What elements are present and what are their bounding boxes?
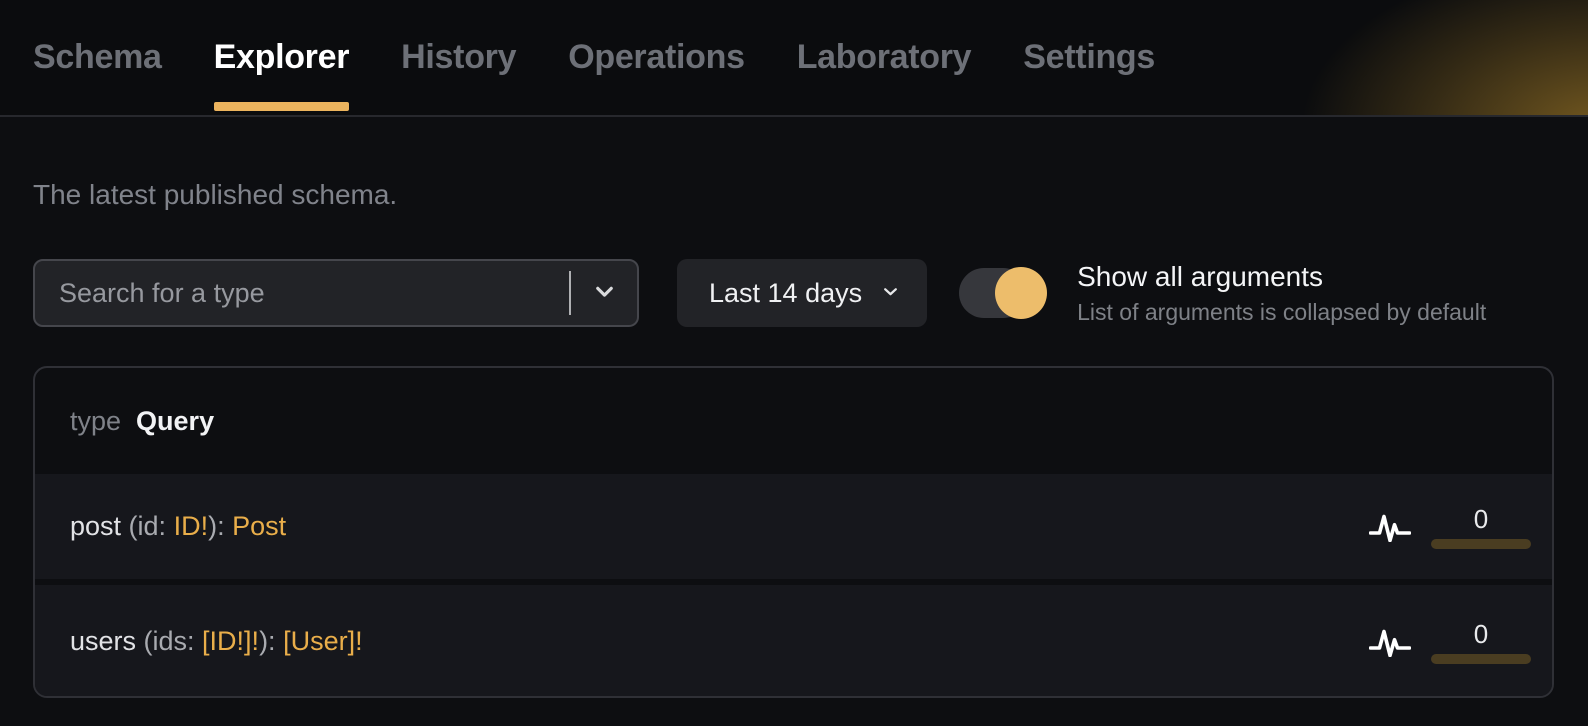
field-row-users[interactable]: users (ids: [ID!]!): [User]! 0: [35, 585, 1552, 696]
controls-row: Last 14 days Show all arguments List of …: [33, 259, 1555, 327]
period-dropdown[interactable]: Last 14 days: [677, 259, 928, 327]
page-subtitle: The latest published schema.: [33, 179, 398, 210]
type-kind-keyword: type: [70, 405, 122, 436]
tab-schema[interactable]: Schema: [33, 38, 162, 76]
toggle-title: Show all arguments: [1077, 260, 1324, 292]
top-navigation: Schema Explorer History Operations Labor…: [0, 0, 1588, 117]
tab-operations[interactable]: Operations: [568, 38, 745, 76]
type-header: type Query: [35, 368, 1552, 474]
activity-icon[interactable]: [1369, 627, 1411, 657]
field-arg-type: [ID!]!: [202, 626, 260, 656]
field-return-type: [User]!: [283, 626, 363, 656]
field-args-suffix: ):: [208, 511, 233, 541]
chevron-down-icon: [591, 278, 618, 308]
field-name: post: [70, 511, 122, 541]
tab-history[interactable]: History: [401, 38, 517, 76]
field-signature: post (id: ID!): Post: [70, 511, 286, 542]
field-usage: 0: [1369, 505, 1531, 549]
explorer-page: The latest published schema. Last 14 day…: [0, 179, 1588, 698]
tab-explorer[interactable]: Explorer: [213, 0, 349, 115]
search-divider: [569, 271, 571, 315]
field-args-suffix: ):: [259, 626, 284, 656]
field-args-prefix: (ids:: [136, 626, 203, 656]
field-arg-type: ID!: [173, 511, 209, 541]
field-row-post[interactable]: post (id: ID!): Post 0: [35, 474, 1552, 579]
usage-count: 0: [1473, 618, 1489, 649]
search-input[interactable]: [35, 261, 569, 325]
search-dropdown-button[interactable]: [571, 261, 637, 325]
type-name: Query: [136, 405, 215, 436]
field-signature: users (ids: [ID!]!): [User]!: [70, 626, 363, 657]
toggle-labels: Show all arguments List of arguments is …: [1077, 261, 1486, 326]
tab-laboratory[interactable]: Laboratory: [796, 38, 972, 76]
tab-settings[interactable]: Settings: [1023, 38, 1156, 76]
usage-bar: [1431, 653, 1531, 664]
toggle-knob[interactable]: [995, 267, 1048, 319]
usage-bar: [1431, 538, 1531, 549]
field-usage: 0: [1369, 620, 1531, 664]
period-dropdown-label: Last 14 days: [709, 277, 863, 308]
toggle-description: List of arguments is collapsed by defaul…: [1077, 298, 1487, 325]
usage-count: 0: [1473, 503, 1489, 534]
activity-icon[interactable]: [1369, 512, 1411, 542]
usage-stat: 0: [1431, 505, 1531, 549]
field-name: users: [70, 626, 137, 656]
usage-stat: 0: [1431, 620, 1531, 664]
field-args-prefix: (id:: [121, 511, 174, 541]
show-all-arguments-toggle[interactable]: [959, 267, 1048, 319]
chevron-down-icon: [880, 278, 901, 309]
type-search-combobox[interactable]: [33, 259, 639, 327]
type-query-card: type Query post (id: ID!): Post 0: [33, 366, 1554, 698]
field-return-type: Post: [232, 511, 287, 541]
